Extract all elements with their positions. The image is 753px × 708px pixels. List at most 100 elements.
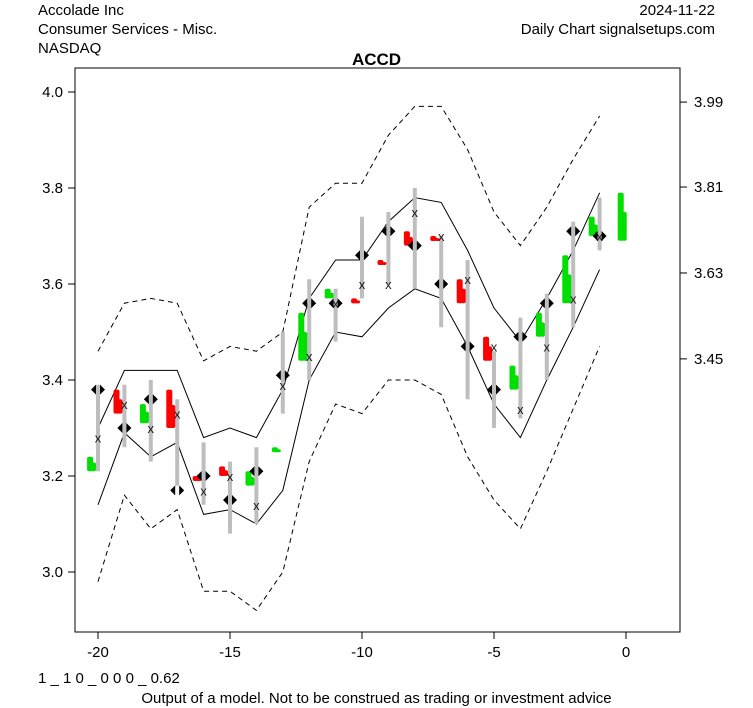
candle-up-tail — [566, 274, 572, 304]
chart-title: ACCD — [351, 50, 402, 69]
candle-down-tail — [117, 399, 123, 414]
y-right-tick-label: 3.81 — [694, 179, 723, 196]
diamond-right-icon — [152, 394, 158, 405]
x-marker: x — [359, 277, 366, 292]
y-tick-label: 4.0 — [42, 84, 63, 101]
x-tick-label: -5 — [487, 644, 500, 661]
candle-down-tail — [355, 300, 361, 304]
diamond-left-icon — [117, 423, 123, 433]
y-tick-label: 3.4 — [42, 372, 63, 389]
diamond-right-icon — [311, 298, 317, 309]
candle-up-tail — [513, 375, 519, 390]
diamond-right-icon — [601, 231, 607, 241]
sector: Consumer Services - Misc. — [38, 21, 218, 38]
x-tick-label: 0 — [622, 644, 630, 661]
diamond-left-icon — [434, 279, 440, 289]
y-tick-label: 3.8 — [42, 180, 63, 197]
diamond-right-icon — [575, 226, 581, 237]
x-marker: x — [438, 229, 445, 244]
y-tick-label: 3.0 — [42, 564, 63, 581]
diamond-left-icon — [223, 495, 228, 505]
x-marker: x — [200, 483, 207, 498]
diamond-right-icon — [416, 240, 422, 251]
chart-date: 2024-11-22 — [639, 2, 715, 19]
diamond-left-icon — [170, 485, 176, 496]
diamond-left-icon — [592, 231, 598, 241]
candle-down-tail — [381, 262, 387, 265]
diamond-right-icon — [364, 250, 369, 261]
diamond-right-icon — [443, 279, 449, 289]
diamond-right-icon — [496, 384, 501, 395]
candle-up-tail — [91, 462, 97, 472]
candle-up-tail — [539, 322, 545, 337]
candle-down-tail — [170, 404, 176, 428]
candle-up-tail — [328, 292, 334, 299]
x-marker: x — [385, 277, 392, 292]
diamond-left-icon — [275, 370, 281, 381]
x-marker: x — [121, 397, 128, 412]
company-name: Accolade Inc — [38, 2, 124, 19]
diamond-left-icon — [143, 394, 149, 405]
x-marker: x — [306, 349, 313, 364]
diamond-left-icon — [460, 341, 466, 352]
candle-down-tail — [434, 238, 440, 241]
diamond-left-icon — [328, 298, 334, 309]
diamond-left-icon — [91, 384, 96, 395]
x-marker: x — [517, 402, 524, 417]
diamond-left-icon — [196, 471, 202, 481]
diamond-right-icon — [469, 341, 475, 352]
diamond-right-icon — [390, 226, 396, 237]
x-marker: x — [491, 339, 498, 354]
x-marker: x — [148, 421, 155, 436]
candle-up-tail — [275, 449, 281, 453]
x-marker: x — [570, 291, 577, 306]
outer-lower-band — [97, 346, 601, 612]
diamond-left-icon — [249, 466, 255, 477]
diamond-left-icon — [539, 298, 545, 309]
x-tick-label: -20 — [87, 644, 109, 661]
plot-frame — [74, 67, 681, 633]
x-tick-label: -10 — [351, 644, 373, 661]
y-right-tick-label: 3.45 — [694, 351, 723, 368]
x-marker: x — [544, 339, 551, 354]
x-marker: x — [227, 469, 234, 484]
y-right-tick-label: 3.99 — [694, 94, 723, 111]
y-tick-label: 3.2 — [42, 468, 63, 485]
x-marker: x — [464, 272, 471, 287]
chart-source: Daily Chart signalsetups.com — [520, 21, 715, 38]
diamond-left-icon — [566, 226, 572, 237]
diamond-right-icon — [548, 298, 554, 309]
diamond-left-icon — [487, 384, 492, 395]
candle-up-tail — [249, 476, 255, 486]
candle-up-tail — [302, 332, 308, 361]
inner-lower-band — [97, 269, 601, 525]
x-marker: x — [332, 296, 339, 311]
x-marker: x — [253, 498, 260, 513]
diamond-right-icon — [522, 331, 528, 342]
inner-upper-band — [97, 192, 601, 439]
candle-up-tail — [143, 411, 149, 424]
diamond-right-icon — [179, 485, 185, 496]
diamond-right-icon — [100, 384, 105, 395]
diamond-left-icon — [381, 226, 387, 237]
x-tick-label: -15 — [219, 644, 241, 661]
x-marker: x — [412, 205, 419, 220]
candle-down-tail — [487, 346, 493, 361]
diamond-right-icon — [205, 471, 211, 481]
x-marker: x — [596, 229, 603, 244]
diamond-right-icon — [284, 370, 290, 381]
disclaimer: Output of a model. Not to be construed a… — [141, 690, 612, 707]
diamond-left-icon — [302, 298, 308, 309]
candle-down-tail — [460, 288, 466, 304]
candle-down-tail — [223, 470, 229, 476]
diamond-right-icon — [232, 495, 237, 505]
diamond-right-icon — [337, 298, 343, 309]
y-right-tick-label: 3.63 — [694, 265, 723, 282]
model-code: 1 _ 1 0 _ 0 0 0 _ 0.62 — [38, 670, 180, 687]
exchange: NASDAQ — [38, 40, 102, 57]
outer-upper-band — [97, 105, 601, 362]
diamond-right-icon — [126, 423, 132, 433]
diamond-left-icon — [513, 331, 519, 342]
